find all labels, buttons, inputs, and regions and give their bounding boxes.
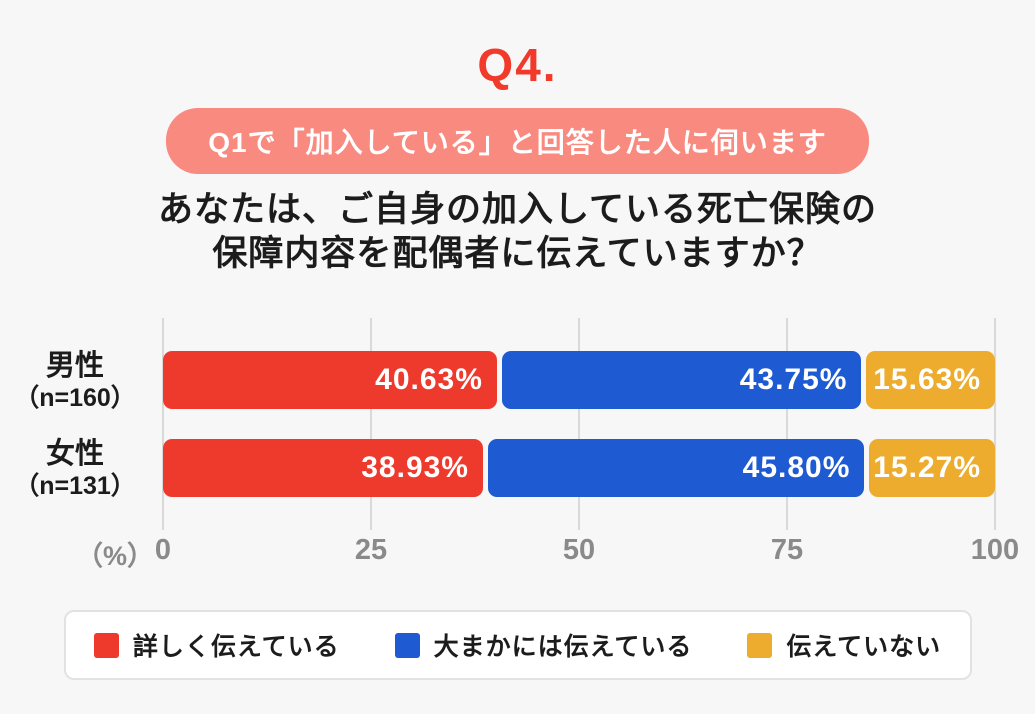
- axis-tick-0: 0: [154, 534, 172, 566]
- value-label: 38.93%: [361, 451, 469, 484]
- question-title-line2: 保障内容を配偶者に伝えていますか？: [212, 234, 823, 273]
- chart-plot-area: 40.63% 43.75% 15.63% 38.93% 45.80% 15.27…: [76, 318, 1019, 571]
- axis-tick-100: 100: [970, 534, 1020, 566]
- bar-row-male: 40.63% 43.75% 15.63%: [163, 351, 995, 409]
- category-label-male: 男性 （n=160）: [0, 350, 150, 414]
- value-label: 40.63%: [375, 363, 483, 396]
- bar-segment-female-detailed: 38.93%: [163, 439, 483, 497]
- bar-segment-female-roughly: 45.80%: [487, 439, 865, 497]
- legend-item-not-told: 伝えていない: [747, 627, 941, 663]
- legend-swatch-red: [93, 632, 119, 658]
- gridline-25: [370, 318, 372, 530]
- legend-label: 詳しく伝えている: [132, 633, 340, 661]
- legend: 詳しく伝えている 大まかには伝えている 伝えていない: [63, 610, 972, 680]
- gridline-50: [578, 318, 580, 530]
- question-number: Q4.: [477, 39, 558, 91]
- value-label: 45.80%: [742, 451, 851, 484]
- legend-swatch-blue: [394, 632, 420, 658]
- category-label-female: 女性 （n=131）: [0, 438, 150, 502]
- bar-segment-male-not-told: 15.63%: [866, 351, 995, 409]
- value-label: 43.75%: [739, 363, 848, 396]
- legend-item-roughly: 大まかには伝えている: [394, 627, 693, 663]
- legend-swatch-yellow: [747, 632, 773, 658]
- category-name: 男性: [45, 350, 104, 382]
- question-title-line1: あなたは、ご自身の加入している死亡保険の: [158, 190, 877, 229]
- gridline-75: [786, 318, 788, 530]
- question-title: あなたは、ご自身の加入している死亡保険の 保障内容を配偶者に伝えていますか？: [0, 188, 1035, 276]
- bar-segment-male-detailed: 40.63%: [163, 351, 497, 409]
- legend-label: 伝えていない: [786, 633, 942, 661]
- axis-unit-label: （%）: [75, 541, 155, 571]
- condition-badge-wrap: Q1で「加入している」と回答した人に伺います: [0, 108, 1035, 174]
- bar-segment-male-roughly: 43.75%: [501, 351, 862, 409]
- value-label: 15.63%: [873, 363, 981, 396]
- gridline-0: [162, 318, 164, 530]
- category-n: （n=131）: [14, 472, 136, 500]
- category-name: 女性: [45, 438, 104, 470]
- bar-row-female: 38.93% 45.80% 15.27%: [163, 439, 996, 497]
- gridline-100: [994, 318, 996, 530]
- condition-badge: Q1で「加入している」と回答した人に伺います: [166, 108, 869, 174]
- axis-tick-50: 50: [562, 534, 596, 566]
- legend-label: 大まかには伝えている: [433, 633, 693, 661]
- bar-segment-female-not-told: 15.27%: [869, 439, 996, 497]
- category-n: （n=160）: [14, 384, 136, 412]
- axis-tick-75: 75: [770, 534, 804, 566]
- value-label: 15.27%: [873, 451, 982, 484]
- axis-tick-25: 25: [354, 534, 388, 566]
- legend-item-detailed: 詳しく伝えている: [93, 627, 340, 663]
